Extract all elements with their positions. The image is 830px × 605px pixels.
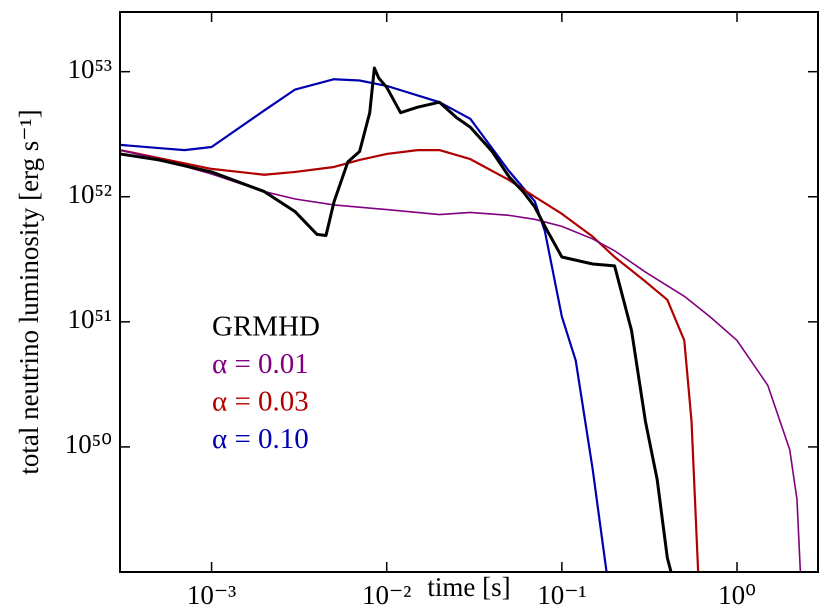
legend-entry: α = 0.10 <box>212 423 309 455</box>
legend-entry: α = 0.01 <box>212 348 309 380</box>
x-tick-label: 10⁻² <box>362 580 411 605</box>
x-tick-label: 10⁰ <box>718 580 756 605</box>
legend-entry: α = 0.03 <box>212 386 309 418</box>
plot-frame <box>119 11 819 573</box>
y-axis-label: total neutrino luminosity [erg s⁻¹] <box>14 109 44 474</box>
y-tick-label: 10⁵¹ <box>67 304 112 334</box>
series-line <box>120 66 673 572</box>
series-line <box>120 149 802 572</box>
legend-entry: GRMHD <box>212 311 320 343</box>
plot-lines <box>120 66 802 572</box>
x-axis-label: time [s] <box>427 572 510 602</box>
y-tick-label: 10⁵³ <box>67 54 112 84</box>
y-tick-label: 10⁵⁰ <box>65 429 112 459</box>
y-tick-label: 10⁵² <box>67 179 112 209</box>
x-tick-label: 10⁻³ <box>187 580 236 605</box>
series-line <box>120 78 608 572</box>
x-tick-label: 10⁻¹ <box>537 580 586 605</box>
series-line <box>120 149 700 572</box>
